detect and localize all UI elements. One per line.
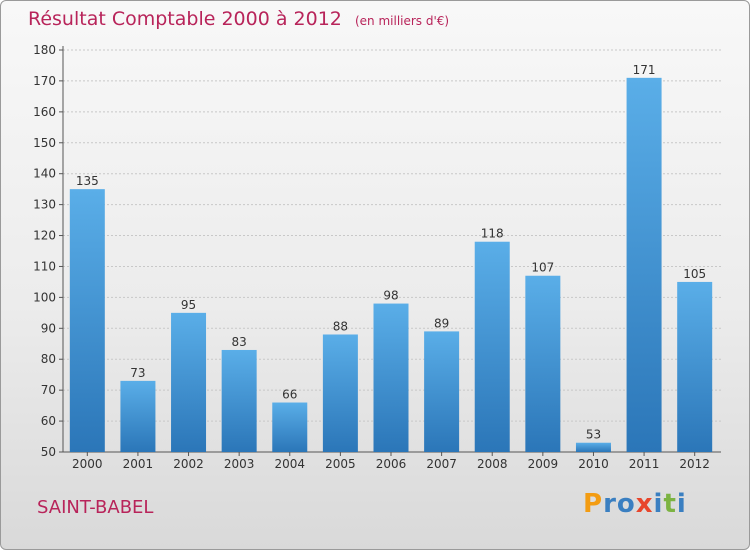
x-tick-label: 2009 xyxy=(528,457,559,471)
y-tick-label: 160 xyxy=(33,105,56,119)
value-label: 118 xyxy=(481,227,504,241)
x-tick-label: 2011 xyxy=(629,457,660,471)
value-label: 83 xyxy=(232,335,247,349)
x-tick-label: 2000 xyxy=(72,457,103,471)
y-tick-label: 150 xyxy=(33,136,56,150)
y-tick-label: 90 xyxy=(41,321,56,335)
bar xyxy=(677,281,713,452)
value-label: 135 xyxy=(76,174,99,188)
value-label: 107 xyxy=(531,261,554,275)
logo-letter: o xyxy=(616,489,636,519)
city-name: SAINT-BABEL xyxy=(37,497,154,518)
bar xyxy=(525,275,561,452)
y-tick-label: 50 xyxy=(41,445,56,459)
value-label: 53 xyxy=(586,428,601,442)
bar xyxy=(424,331,460,452)
value-label: 98 xyxy=(383,289,398,303)
value-label: 105 xyxy=(683,267,706,281)
chart-title: Résultat Comptable 2000 à 2012 (en milli… xyxy=(28,8,449,30)
bar xyxy=(575,442,611,452)
value-label: 171 xyxy=(633,63,656,77)
bar xyxy=(120,380,156,452)
logo-letter: r xyxy=(603,489,617,519)
y-tick-label: 70 xyxy=(41,383,56,397)
y-tick-label: 140 xyxy=(33,167,56,181)
bar xyxy=(626,77,662,452)
y-tick-label: 130 xyxy=(33,198,56,212)
x-tick-label: 2012 xyxy=(679,457,710,471)
bar xyxy=(221,349,257,452)
x-tick-label: 2001 xyxy=(123,457,154,471)
x-tick-label: 2008 xyxy=(477,457,508,471)
x-tick-label: 2010 xyxy=(578,457,609,471)
logo-letter: P xyxy=(583,489,604,519)
title-unit: (en milliers d'€) xyxy=(354,14,450,28)
logo-letter: i xyxy=(653,489,664,519)
bar xyxy=(69,189,105,452)
value-label: 89 xyxy=(434,316,449,330)
value-label: 95 xyxy=(181,298,196,312)
x-tick-label: 2003 xyxy=(224,457,255,471)
value-label: 66 xyxy=(282,388,297,402)
x-tick-label: 2005 xyxy=(325,457,356,471)
x-tick-label: 2006 xyxy=(376,457,407,471)
y-tick-label: 120 xyxy=(33,229,56,243)
y-tick-label: 180 xyxy=(33,43,56,57)
bar xyxy=(373,303,409,452)
value-label: 73 xyxy=(130,366,145,380)
logo-letter: i xyxy=(676,489,687,519)
bar xyxy=(171,312,207,452)
bar xyxy=(474,241,510,452)
y-tick-label: 100 xyxy=(33,290,56,304)
bar xyxy=(322,334,358,452)
x-tick-label: 2004 xyxy=(274,457,305,471)
x-tick-label: 2002 xyxy=(173,457,204,471)
logo-letter: x xyxy=(635,489,654,519)
y-tick-label: 80 xyxy=(41,352,56,366)
logo-letter: t xyxy=(663,489,677,519)
x-tick-label: 2007 xyxy=(426,457,457,471)
bar xyxy=(272,402,308,452)
value-label: 88 xyxy=(333,319,348,333)
y-tick-label: 60 xyxy=(41,414,56,428)
proxiti-logo: Proxiti xyxy=(583,489,687,519)
title-main: Résultat Comptable 2000 à 2012 xyxy=(28,8,342,30)
y-tick-label: 170 xyxy=(33,74,56,88)
y-tick-label: 110 xyxy=(33,259,56,273)
